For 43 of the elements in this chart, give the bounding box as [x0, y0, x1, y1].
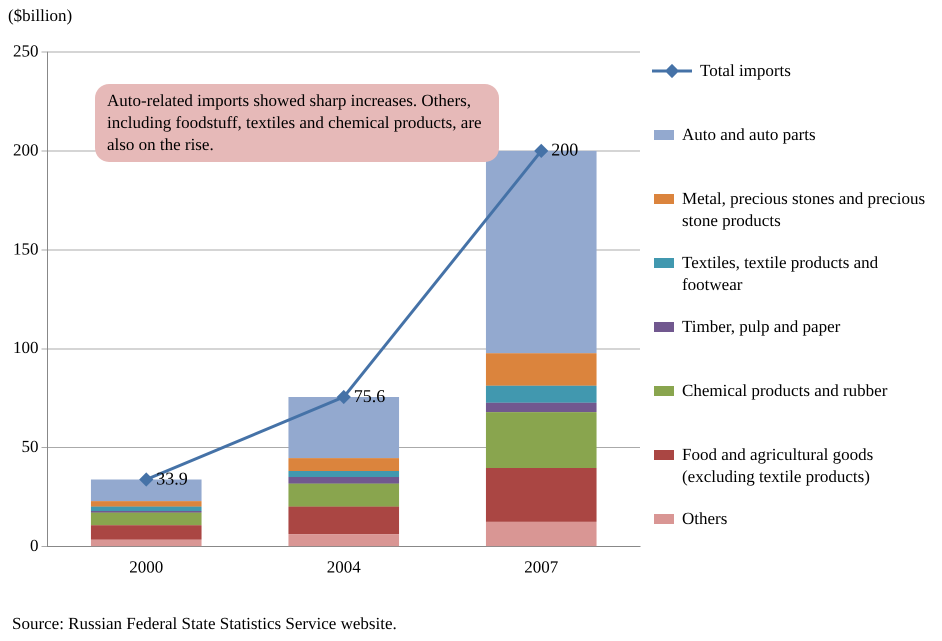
data-label: 75.6 — [354, 386, 386, 406]
bar — [288, 534, 400, 546]
y-tick-label: 0 — [30, 536, 38, 556]
y-tick-label: 150 — [13, 239, 38, 258]
bar — [90, 525, 202, 540]
data-label: 33.9 — [156, 468, 188, 488]
bar — [486, 353, 597, 386]
annotation: Auto-related imports showed sharp increases. Others, including foodstuff, textiles and chemical products, are also on the rise. — [95, 84, 499, 162]
x-tick-label: 2007 — [524, 557, 559, 576]
bar — [288, 471, 400, 477]
point — [534, 144, 548, 158]
y-tick-label: 100 — [13, 338, 38, 358]
bar — [486, 386, 597, 403]
x-tick-label: 2000 — [129, 557, 164, 576]
bar — [486, 412, 597, 468]
bar — [90, 506, 202, 511]
bar — [90, 540, 202, 546]
bar — [288, 506, 400, 534]
y-axis-title: ($billion) — [8, 6, 72, 26]
legend-label: Chemical products and rubber — [682, 380, 888, 402]
bar — [90, 512, 202, 526]
y-tick-label: 200 — [13, 140, 38, 160]
bar — [486, 522, 597, 546]
legend-label: Others — [682, 508, 728, 530]
point — [337, 390, 350, 404]
bar — [486, 468, 597, 522]
data-label: 200 — [551, 140, 578, 160]
legend-label: Food and agricultural goods (excluding textile products) — [682, 444, 874, 488]
y-tick-label: 50 — [22, 437, 38, 456]
bar — [486, 402, 597, 412]
x-tick-label: 2004 — [326, 557, 362, 576]
bar — [90, 501, 202, 507]
legend-label: Total imports — [700, 60, 791, 82]
legend-label: Textiles, textile products and footwear — [682, 252, 880, 296]
y-tick-label: 250 — [13, 41, 38, 60]
source-note: Source: Russian Federal State Statistics Service website. — [12, 614, 397, 634]
legend-label: Auto and auto parts — [682, 124, 816, 146]
legend-label: Timber, pulp and paper — [682, 316, 840, 338]
bar — [288, 476, 400, 484]
legend-label: Metal, precious stones and precious stone products — [682, 188, 926, 232]
point — [140, 473, 153, 486]
bar — [288, 458, 400, 472]
bar — [288, 484, 400, 507]
